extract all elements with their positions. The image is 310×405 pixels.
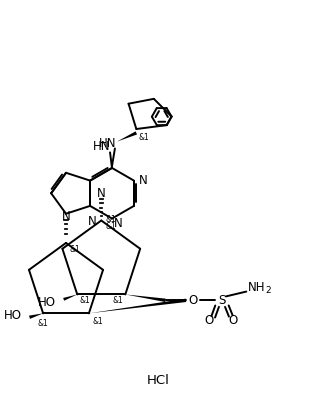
Text: &1: &1: [79, 296, 90, 305]
Text: N: N: [97, 187, 106, 200]
Text: NH: NH: [248, 281, 266, 294]
Polygon shape: [117, 131, 137, 142]
Text: HN: HN: [93, 140, 110, 153]
Text: HCl: HCl: [146, 374, 169, 387]
Polygon shape: [89, 298, 186, 313]
Polygon shape: [63, 294, 77, 301]
Text: S: S: [218, 294, 226, 307]
Text: &1: &1: [37, 319, 48, 328]
Text: &1: &1: [105, 215, 116, 224]
Polygon shape: [125, 294, 166, 302]
Text: &1: &1: [113, 296, 123, 305]
Text: N: N: [62, 210, 70, 223]
Text: &1: &1: [105, 222, 116, 231]
Text: HN: HN: [98, 137, 116, 150]
Text: HO: HO: [38, 296, 56, 309]
Text: O: O: [188, 294, 197, 307]
Polygon shape: [29, 313, 43, 319]
Text: N: N: [139, 174, 148, 187]
Text: 2: 2: [266, 286, 272, 295]
Text: &1: &1: [138, 133, 149, 142]
Text: N: N: [114, 217, 123, 230]
Text: O: O: [228, 314, 237, 327]
Text: O: O: [205, 314, 214, 327]
Text: N: N: [88, 215, 97, 228]
Text: &1: &1: [70, 245, 81, 254]
Text: &1: &1: [93, 317, 104, 326]
Text: HO: HO: [4, 309, 22, 322]
